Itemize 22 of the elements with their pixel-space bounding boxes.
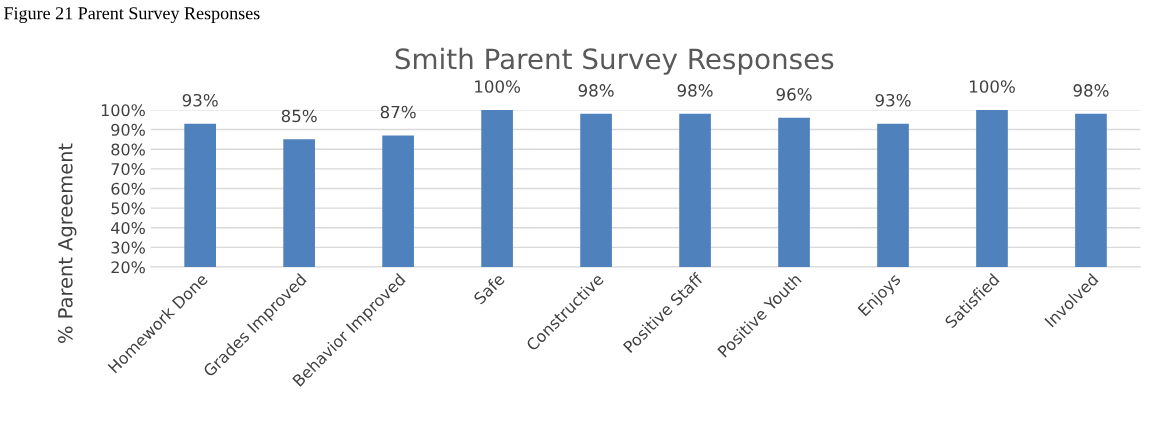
y-tick-label: 60%: [111, 182, 145, 195]
caption: Figure 21 Parent Survey Responses: [4, 7, 260, 24]
y-tick-label: 40%: [111, 221, 145, 235]
y-axis-title: % Parent Agreement: [57, 143, 77, 343]
data-label: 100%: [475, 80, 520, 93]
y-tick-label: 30%: [111, 241, 145, 254]
data-label: 93%: [182, 93, 218, 107]
chart-title: Smith Parent Survey Responses: [395, 47, 834, 75]
data-label: 93%: [875, 93, 911, 107]
y-tick-label: 90%: [111, 123, 145, 136]
data-label: 87%: [380, 105, 416, 119]
y-tick-label: 100%: [101, 104, 145, 117]
data-label: 98%: [1073, 84, 1109, 97]
y-tick-label: 80%: [111, 143, 145, 156]
data-label: 98%: [677, 84, 713, 97]
y-tick-label: 50%: [111, 202, 145, 215]
data-label: 85%: [281, 109, 317, 123]
y-tick-label: 70%: [111, 163, 145, 176]
data-label: 100%: [969, 80, 1015, 93]
y-tick-label: 20%: [111, 261, 145, 274]
data-label: 96%: [776, 88, 812, 101]
data-label: 98%: [578, 84, 614, 97]
